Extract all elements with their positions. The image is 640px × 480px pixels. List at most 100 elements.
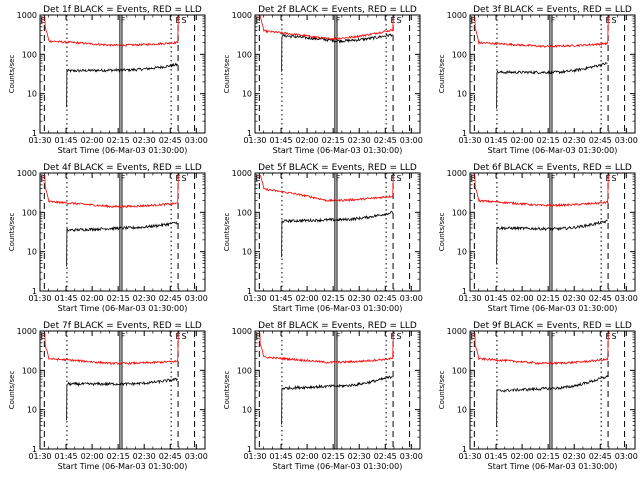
marker-label-f: F — [336, 332, 341, 341]
y-axis-label: Counts/sec — [438, 371, 446, 410]
y-tick-label: 1 — [462, 445, 467, 454]
panel-title: Det 3f BLACK = Events, RED = LLD — [473, 5, 632, 15]
y-tick-label: 1 — [32, 445, 37, 454]
y-tick-label: 1000 — [17, 11, 37, 20]
lld-series-line — [259, 15, 394, 41]
x-tick-label: 02:45 — [589, 452, 612, 461]
x-tick-label: 02:00 — [511, 294, 534, 303]
x-tick-label: 01:45 — [270, 294, 293, 303]
x-tick-label: 02:00 — [81, 136, 104, 145]
y-tick-label: 1000 — [447, 169, 467, 178]
detector-panel-8: Det 8f BLACK = Events, RED = LLD 1 10 100 10… — [223, 321, 423, 471]
plot-frame — [469, 14, 636, 134]
x-axis-label: Start Time (06-Mar-03 01:30:00) — [273, 462, 403, 471]
y-tick-label: 1000 — [447, 11, 467, 20]
detector-panel-1: Det 1f BLACK = Events, RED = LLD 1 10 100 10… — [8, 5, 208, 155]
panel-title: Det 8f BLACK = Events, RED = LLD — [258, 321, 417, 331]
y-axis-label: Counts/sec — [8, 213, 16, 252]
x-tick-label: 02:30 — [348, 136, 371, 145]
x-tick-label: 02:45 — [159, 452, 182, 461]
y-tick-label: 10 — [242, 248, 252, 257]
lld-series-line — [474, 174, 609, 208]
y-tick-label: 100 — [237, 366, 252, 375]
x-tick-label: 02:15 — [107, 452, 130, 461]
y-tick-label: 10 — [457, 406, 467, 415]
marker-label-s: S — [612, 174, 617, 183]
x-tick-label: 01:30 — [243, 294, 266, 303]
y-tick-label: 1 — [32, 129, 37, 138]
marker-label-f: F — [336, 174, 341, 183]
x-tick-label: 03:00 — [400, 294, 423, 303]
events-series-line — [496, 219, 608, 265]
y-tick-label: 100 — [452, 50, 467, 59]
lld-series-line — [259, 174, 394, 203]
x-tick-label: 02:45 — [374, 136, 397, 145]
plot-frame — [254, 14, 421, 134]
y-axis-label: Counts/sec — [8, 371, 16, 410]
lld-series-line — [44, 332, 179, 366]
y-tick-label: 10 — [27, 248, 37, 257]
x-tick-label: 02:30 — [348, 452, 371, 461]
y-tick-label: 100 — [237, 208, 252, 217]
x-tick-label: 02:00 — [296, 136, 319, 145]
y-axis-label: Counts/sec — [223, 55, 231, 94]
x-tick-label: 03:00 — [185, 136, 208, 145]
marker-label-f: F — [551, 174, 556, 183]
x-tick-label: 02:15 — [537, 136, 560, 145]
y-tick-label: 10 — [27, 90, 37, 99]
x-tick-label: 02:15 — [322, 452, 345, 461]
marker-label-e: E — [471, 174, 476, 183]
x-tick-label: 01:30 — [28, 294, 51, 303]
y-tick-label: 1000 — [447, 327, 467, 336]
y-tick-label: 1000 — [232, 11, 252, 20]
y-tick-label: 100 — [452, 208, 467, 217]
x-tick-label: 01:45 — [485, 452, 508, 461]
x-axis-label: Start Time (06-Mar-03 01:30:00) — [58, 304, 188, 313]
marker-label-f: F — [121, 332, 126, 341]
x-tick-label: 02:15 — [537, 294, 560, 303]
x-tick-label: 01:30 — [28, 136, 51, 145]
plot-frame — [469, 172, 636, 292]
events-series-line — [66, 377, 178, 421]
y-tick-label: 1000 — [17, 169, 37, 178]
y-tick-label: 100 — [22, 366, 37, 375]
marker-label-s: S — [182, 16, 187, 25]
x-axis-label: Start Time (06-Mar-03 01:30:00) — [273, 146, 403, 155]
x-tick-label: 02:30 — [133, 452, 156, 461]
x-tick-label: 02:15 — [322, 294, 345, 303]
x-tick-label: 01:30 — [243, 136, 266, 145]
y-axis-label: Counts/sec — [8, 55, 16, 94]
marker-label-f: F — [336, 16, 341, 25]
x-tick-label: 03:00 — [400, 136, 423, 145]
marker-label-s: S — [397, 16, 402, 25]
plot-frame — [39, 14, 206, 134]
plot-frame — [254, 330, 421, 450]
marker-label-e: E — [41, 174, 46, 183]
x-tick-label: 01:45 — [55, 294, 78, 303]
x-tick-label: 01:30 — [458, 452, 481, 461]
detector-panel-9: Det 9f BLACK = Events, RED = LLD 1 10 100 10… — [438, 321, 638, 471]
x-tick-label: 02:00 — [81, 294, 104, 303]
panel-title: Det 1f BLACK = Events, RED = LLD — [43, 5, 202, 15]
y-tick-label: 10 — [242, 406, 252, 415]
detector-panel-7: Det 7f BLACK = Events, RED = LLD 1 10 100 10… — [8, 321, 208, 471]
marker-label-e: E — [41, 16, 46, 25]
events-series-line — [281, 210, 393, 258]
panel-title: Det 5f BLACK = Events, RED = LLD — [258, 163, 417, 173]
x-tick-label: 01:30 — [28, 452, 51, 461]
marker-label-f: F — [551, 332, 556, 341]
marker-label-s: S — [182, 332, 187, 341]
detector-panel-3: Det 3f BLACK = Events, RED = LLD 1 10 100 10… — [438, 5, 638, 155]
x-tick-label: 02:30 — [133, 136, 156, 145]
y-tick-label: 100 — [22, 50, 37, 59]
x-tick-label: 01:45 — [270, 136, 293, 145]
x-axis-label: Start Time (06-Mar-03 01:30:00) — [273, 304, 403, 313]
x-tick-label: 02:15 — [107, 294, 130, 303]
y-tick-label: 10 — [242, 90, 252, 99]
marker-label-s: S — [182, 174, 187, 183]
events-series-line — [66, 62, 178, 108]
y-tick-label: 10 — [457, 90, 467, 99]
x-tick-label: 02:00 — [81, 452, 104, 461]
x-tick-label: 01:45 — [270, 452, 293, 461]
x-tick-label: 03:00 — [615, 452, 638, 461]
